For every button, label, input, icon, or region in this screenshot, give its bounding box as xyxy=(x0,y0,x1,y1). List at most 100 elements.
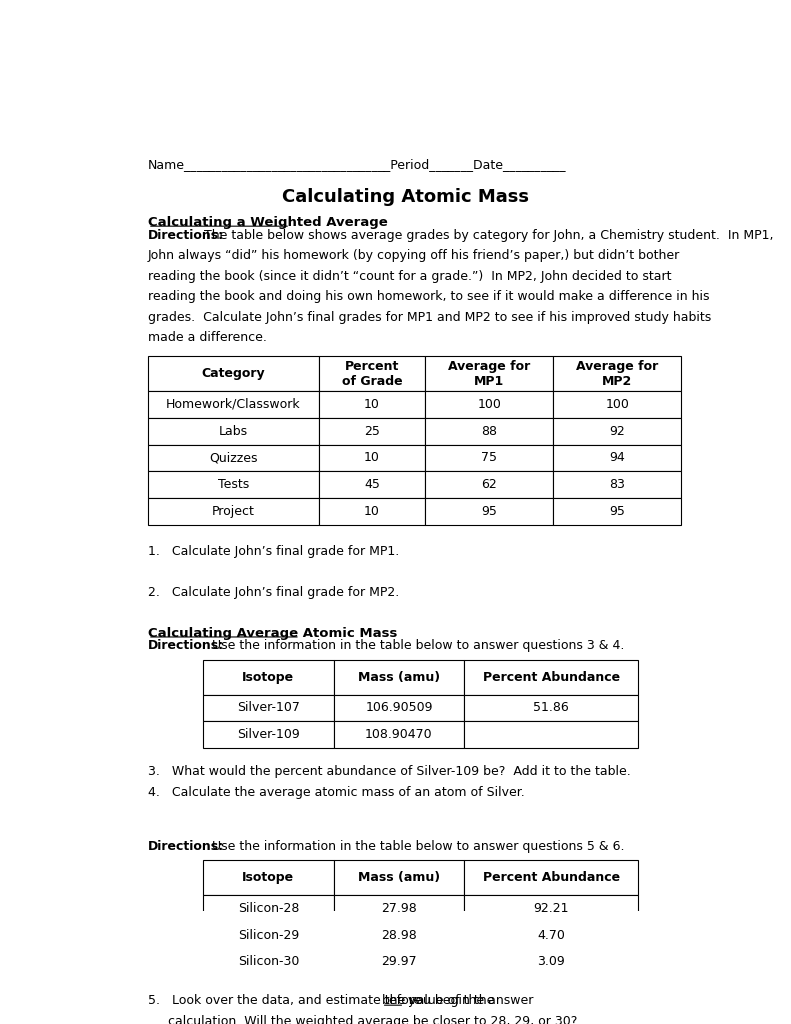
Text: 3.   What would the percent abundance of Silver-109 be?  Add it to the table.: 3. What would the percent abundance of S… xyxy=(148,766,630,778)
Text: 10: 10 xyxy=(364,452,380,465)
Text: before: before xyxy=(382,994,422,1008)
Bar xyxy=(148,444,319,471)
Bar xyxy=(319,444,426,471)
Text: Silicon-30: Silicon-30 xyxy=(237,955,299,969)
Text: reading the book (since it didn’t “count for a grade.”)  In MP2, John decided to: reading the book (since it didn’t “count… xyxy=(148,269,672,283)
Bar xyxy=(203,860,334,895)
Text: 100: 100 xyxy=(477,398,501,411)
Text: Use the information in the table below to answer questions 5 & 6.: Use the information in the table below t… xyxy=(204,840,625,853)
Bar xyxy=(148,418,319,444)
Text: Mass (amu): Mass (amu) xyxy=(358,671,440,684)
Text: reading the book and doing his own homework, to see if it would make a differenc: reading the book and doing his own homew… xyxy=(148,290,710,303)
Text: Silicon-29: Silicon-29 xyxy=(238,929,299,941)
Text: 4.   Calculate the average atomic mass of an atom of Silver.: 4. Calculate the average atomic mass of … xyxy=(148,786,524,799)
Text: 95: 95 xyxy=(609,505,625,518)
Text: you begin the: you begin the xyxy=(404,994,494,1008)
Text: 10: 10 xyxy=(364,505,380,518)
Bar xyxy=(464,694,638,721)
Bar xyxy=(334,860,464,895)
Bar xyxy=(319,471,426,499)
Text: Directions:: Directions: xyxy=(148,639,224,652)
Text: Average for
MP1: Average for MP1 xyxy=(448,359,531,388)
Bar xyxy=(426,444,553,471)
Text: Percent
of Grade: Percent of Grade xyxy=(342,359,403,388)
Text: Silicon-28: Silicon-28 xyxy=(237,902,299,914)
Text: 45: 45 xyxy=(364,478,380,492)
Text: 27.98: 27.98 xyxy=(381,902,417,914)
Text: 10: 10 xyxy=(364,398,380,411)
Text: Mass (amu): Mass (amu) xyxy=(358,871,440,884)
Text: Directions:: Directions: xyxy=(148,840,224,853)
Text: Silver-109: Silver-109 xyxy=(237,728,300,741)
Text: 29.97: 29.97 xyxy=(381,955,417,969)
Bar xyxy=(319,356,426,391)
Text: 100: 100 xyxy=(605,398,629,411)
Text: 106.90509: 106.90509 xyxy=(365,701,433,715)
Bar xyxy=(334,948,464,975)
Bar xyxy=(426,471,553,499)
Bar xyxy=(426,499,553,525)
Text: 4.70: 4.70 xyxy=(537,929,566,941)
Text: Tests: Tests xyxy=(218,478,249,492)
Bar xyxy=(334,922,464,948)
Text: Calculating Average Atomic Mass: Calculating Average Atomic Mass xyxy=(148,627,397,640)
Text: 95: 95 xyxy=(481,505,498,518)
Bar xyxy=(334,895,464,922)
Bar xyxy=(319,391,426,418)
Bar xyxy=(203,948,334,975)
Bar xyxy=(553,499,681,525)
Text: 62: 62 xyxy=(482,478,497,492)
Bar xyxy=(553,444,681,471)
Bar xyxy=(203,694,334,721)
Text: 3.09: 3.09 xyxy=(537,955,565,969)
Text: Average for
MP2: Average for MP2 xyxy=(576,359,658,388)
Text: 28.98: 28.98 xyxy=(381,929,417,941)
Bar xyxy=(553,418,681,444)
Text: 51.86: 51.86 xyxy=(533,701,570,715)
Bar xyxy=(464,895,638,922)
Text: Name_________________________________Period_______Date__________: Name_________________________________Per… xyxy=(148,159,566,171)
Bar xyxy=(464,922,638,948)
Bar xyxy=(553,356,681,391)
Text: Labs: Labs xyxy=(218,425,248,437)
Bar xyxy=(319,499,426,525)
Bar xyxy=(319,418,426,444)
Bar xyxy=(426,418,553,444)
Bar xyxy=(148,499,319,525)
Bar xyxy=(334,721,464,749)
Text: 25: 25 xyxy=(364,425,380,437)
Text: Silver-107: Silver-107 xyxy=(237,701,300,715)
Text: Homework/Classwork: Homework/Classwork xyxy=(166,398,301,411)
Text: Directions:: Directions: xyxy=(148,228,224,242)
Bar xyxy=(464,659,638,694)
Bar xyxy=(203,895,334,922)
Text: 108.90470: 108.90470 xyxy=(365,728,433,741)
Text: Percent Abundance: Percent Abundance xyxy=(483,871,620,884)
Bar xyxy=(464,860,638,895)
Bar xyxy=(203,659,334,694)
Text: The table below shows average grades by category for John, a Chemistry student. : The table below shows average grades by … xyxy=(204,228,774,242)
Text: made a difference.: made a difference. xyxy=(148,331,267,344)
Text: 2.   Calculate John’s final grade for MP2.: 2. Calculate John’s final grade for MP2. xyxy=(148,586,399,599)
Text: Category: Category xyxy=(202,368,265,380)
Bar xyxy=(334,659,464,694)
Bar xyxy=(203,721,334,749)
Bar xyxy=(426,391,553,418)
Text: grades.  Calculate John’s final grades for MP1 and MP2 to see if his improved st: grades. Calculate John’s final grades fo… xyxy=(148,310,711,324)
Text: 92: 92 xyxy=(609,425,625,437)
Bar xyxy=(203,922,334,948)
Text: Quizzes: Quizzes xyxy=(209,452,258,465)
Bar xyxy=(553,391,681,418)
Bar xyxy=(148,356,319,391)
Bar xyxy=(464,721,638,749)
Text: 88: 88 xyxy=(481,425,498,437)
Text: Use the information in the table below to answer questions 3 & 4.: Use the information in the table below t… xyxy=(204,639,625,652)
Text: 92.21: 92.21 xyxy=(534,902,569,914)
Text: 5.   Look over the data, and estimate the value of the answer: 5. Look over the data, and estimate the … xyxy=(148,994,537,1008)
Text: calculation. Will the weighted average be closer to 28, 29, or 30?: calculation. Will the weighted average b… xyxy=(148,1015,577,1024)
Text: Project: Project xyxy=(212,505,255,518)
Text: Calculating Atomic Mass: Calculating Atomic Mass xyxy=(282,187,529,206)
Text: Percent Abundance: Percent Abundance xyxy=(483,671,620,684)
Bar xyxy=(426,356,553,391)
Text: Isotope: Isotope xyxy=(242,871,294,884)
